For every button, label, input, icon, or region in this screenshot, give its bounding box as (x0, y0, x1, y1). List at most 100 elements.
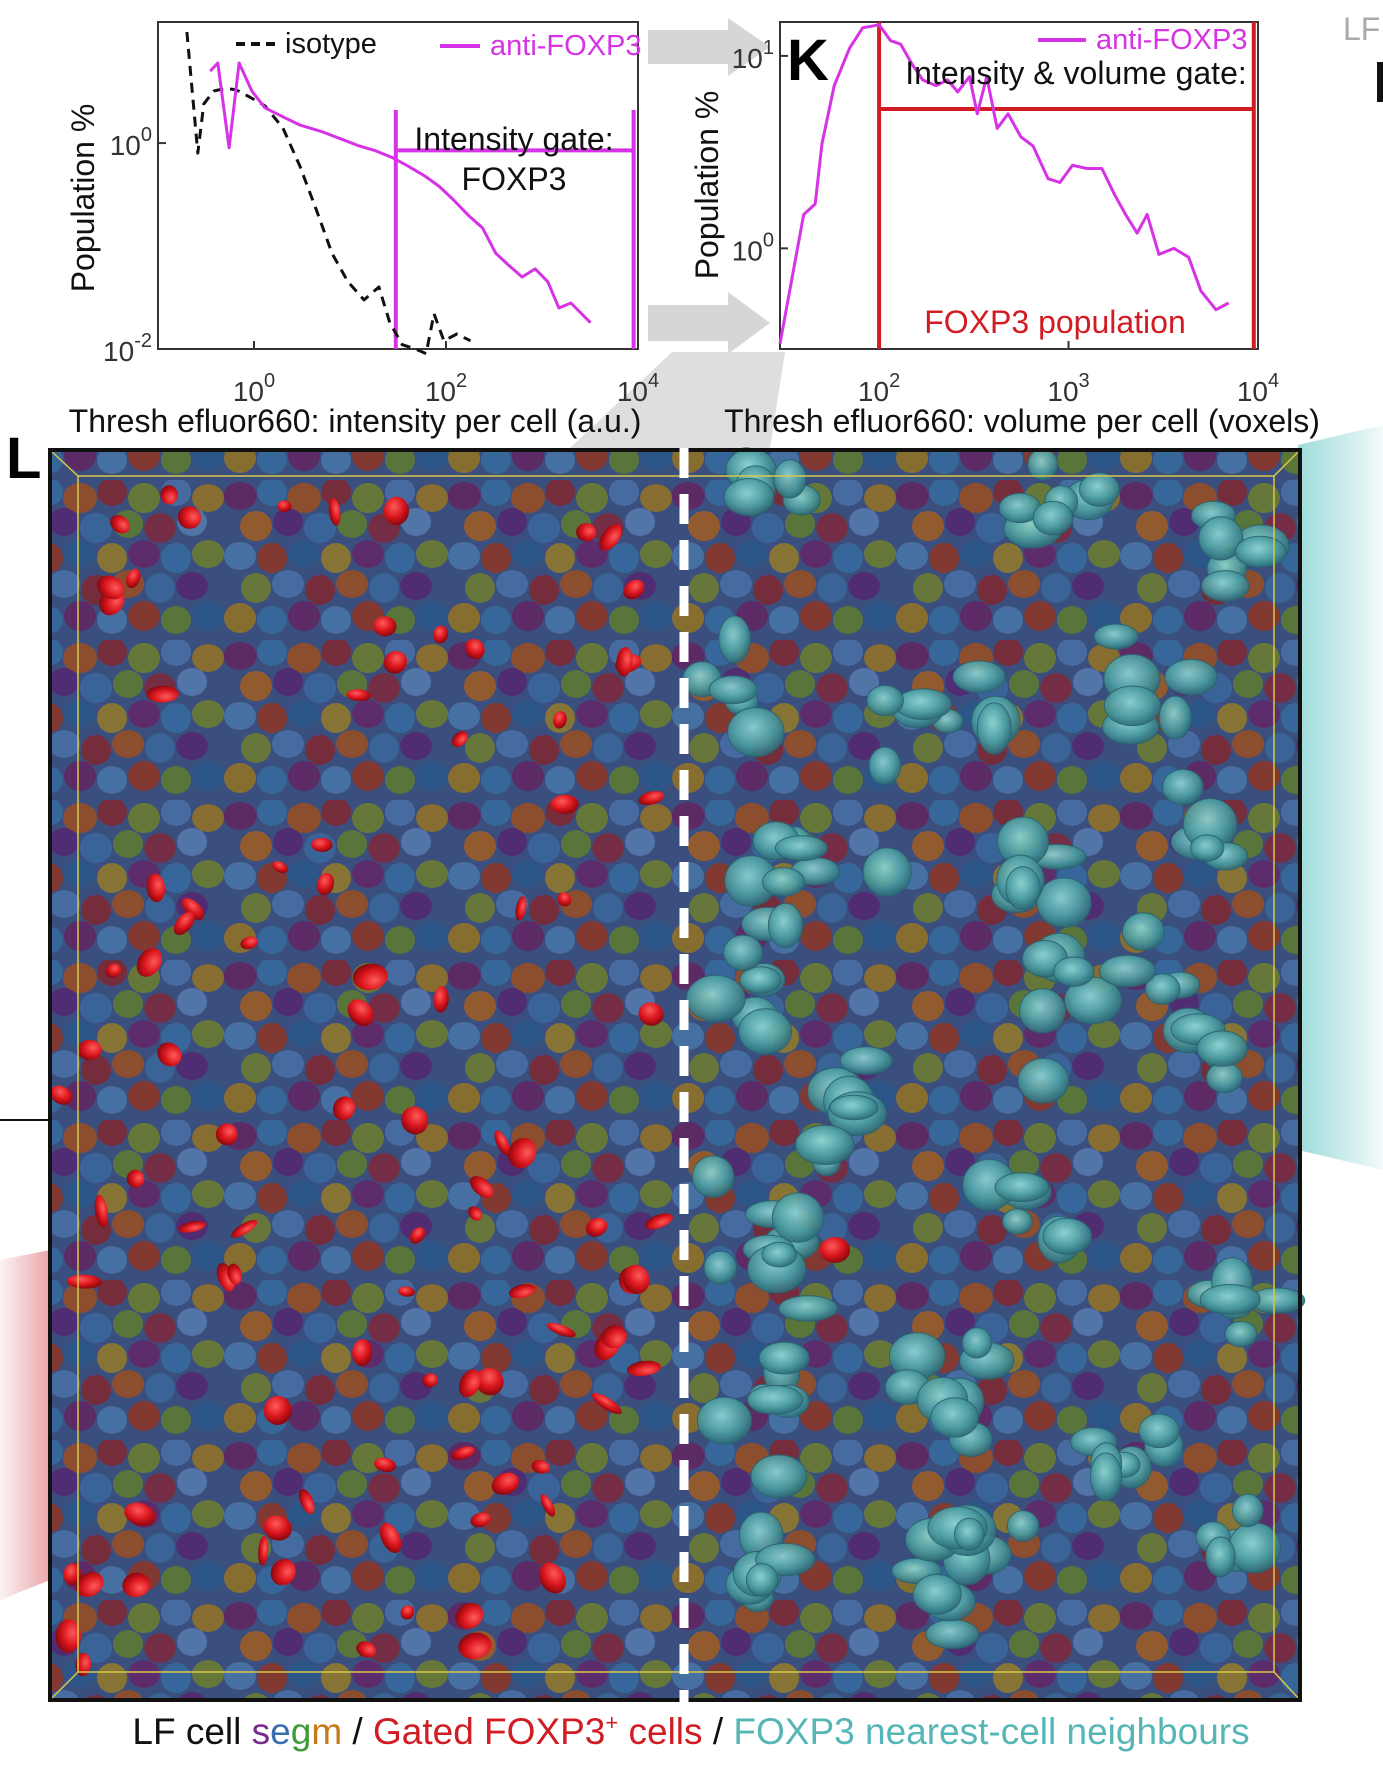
gated-foxp3-cell (263, 1515, 292, 1541)
neighbour-cell-surface (1006, 1510, 1040, 1542)
caption-part3: cells (618, 1711, 702, 1752)
neighbour-cell-surface (1224, 1320, 1258, 1348)
gated-foxp3-cell (379, 1522, 402, 1554)
neighbour-cell-surface (1205, 1536, 1236, 1578)
gated-foxp3-cell (433, 625, 449, 644)
gated-foxp3-cell (469, 1175, 494, 1198)
neighbour-cell-surface (894, 688, 953, 721)
gated-foxp3-cell (491, 1472, 519, 1495)
gated-foxp3-cell (638, 1002, 664, 1026)
gated-foxp3-cell (644, 1213, 673, 1230)
neighbour-cell-surface (767, 902, 804, 949)
legend2-anti-foxp3-label: anti-FOXP3 (1096, 24, 1248, 56)
gated-foxp3-cell (451, 731, 468, 747)
gated-foxp3-cell (110, 515, 130, 534)
gated-foxp3-cell (146, 873, 166, 903)
neighbour-cell-surface (750, 1454, 808, 1499)
chart2-series (778, 23, 1230, 344)
chart1-legend: isotype anti-FOXP3 (236, 28, 642, 62)
image-frame (48, 448, 1302, 1702)
gated-foxp3-cell (126, 1169, 145, 1188)
gated-foxp3-cell (75, 1652, 92, 1677)
neighbour-cell-surface (708, 675, 758, 705)
neighbour-cell-surface (930, 1397, 979, 1438)
caption-sep1: / (342, 1711, 373, 1752)
gated-foxp3-cell (515, 896, 527, 921)
gated-foxp3-cell (383, 496, 410, 526)
gated-foxp3-cell (622, 1264, 650, 1295)
side-decor (0, 352, 1383, 1600)
gated-foxp3-cell (576, 523, 597, 542)
gated-foxp3-cell (272, 860, 288, 874)
gated-foxp3-cell (601, 1325, 627, 1349)
neighbour-cell-surface (1162, 768, 1204, 806)
chart1-xlabel: Thresh efluor660: intensity per cell (a.… (69, 403, 642, 439)
gated-foxp3-cell (346, 689, 371, 702)
gated-foxp3-cell (356, 1641, 376, 1658)
neighbour-cell-surface (925, 1619, 980, 1650)
chart1-x-tick-label: 102 (425, 370, 467, 407)
neighbour-cell-surface (795, 1124, 855, 1166)
neighbour-cell-surface (912, 1573, 962, 1615)
gated-foxp3-cell (316, 872, 335, 896)
neighbour-cell-surface (746, 1385, 804, 1415)
chart2-xlabel: Thresh efluor660: volume per cell (voxel… (724, 403, 1320, 439)
chart1-y-tick-label: 10-2 (103, 330, 152, 367)
gated-foxp3-cell (230, 1219, 258, 1238)
neighbour-cell-surface (723, 934, 764, 971)
panel-letter-k: K (787, 28, 829, 93)
gated-foxp3-cell (96, 575, 125, 600)
gated-foxp3-cell (820, 1237, 850, 1263)
connector-arrows (648, 18, 770, 354)
gated-foxp3-cell (470, 1512, 491, 1528)
neighbour-cell-surface (1103, 685, 1162, 727)
gated-foxp3-cell (352, 963, 388, 991)
neighbour-cell-surface (761, 1241, 797, 1268)
gated-foxp3-cell (557, 892, 572, 907)
chart1-x-tick-label: 104 (617, 370, 659, 407)
gated-foxp3-cell (157, 1042, 182, 1067)
chart1-y-tick-label: 100 (110, 124, 152, 161)
gated-foxp3-cell (146, 685, 179, 703)
neighbour-cell-surface (762, 867, 806, 897)
neighbour-cell-surface (1200, 570, 1250, 602)
neighbour-cell-surface (1089, 1452, 1123, 1501)
neighbour-cell-surface (739, 966, 782, 994)
neighbour-cell-surface (1164, 658, 1218, 696)
gated-foxp3-cell (507, 1137, 537, 1169)
series-line-anti-foxp3 (209, 61, 592, 324)
neighbour-cell-surface (868, 746, 902, 786)
gated-foxp3-cell (373, 616, 397, 637)
gated-foxp3-cell (422, 1373, 438, 1388)
gated-foxp3-cell (638, 791, 665, 806)
gated-foxp3-cell (475, 1367, 504, 1396)
segmentation-image-panel (48, 447, 1306, 1702)
gated-foxp3-cell (105, 963, 122, 978)
caption-part2: Gated FOXP3 (373, 1711, 605, 1752)
chart2-y-tick-label: 100 (732, 229, 774, 266)
neighbour-cell-surface (773, 459, 807, 499)
gated-foxp3-cell (298, 1488, 315, 1515)
gated-foxp3-cell (332, 1096, 356, 1121)
gated-foxp3-cell (347, 999, 374, 1027)
panel-letter-l: L (6, 426, 41, 491)
chart2-x-tick-label: 104 (1237, 370, 1279, 407)
chart2-volume-gate (877, 22, 1256, 349)
gated-foxp3-cell (270, 1558, 296, 1586)
caption-sup: + (605, 1710, 618, 1735)
gated-foxp3-cell (458, 1369, 482, 1398)
neighbour-cell-surface (1121, 912, 1165, 951)
neighbour-cell-surface (771, 1192, 825, 1243)
chart2-plot-frame (779, 21, 1259, 350)
neighbour-cell-surface (862, 847, 912, 897)
neighbour-cell-surface (1205, 1061, 1243, 1094)
caption-segm-m: m (311, 1711, 342, 1752)
gated-foxp3-cell (311, 837, 333, 852)
neighbour-cell-surface (685, 974, 746, 1023)
neighbour-cell-surface (696, 1396, 753, 1445)
neighbour-cell-surface (994, 1172, 1050, 1203)
neighbour-cell-surface (961, 1327, 993, 1359)
gated-foxp3-cell (409, 1227, 426, 1244)
neighbour-cell-surface (745, 1563, 779, 1597)
